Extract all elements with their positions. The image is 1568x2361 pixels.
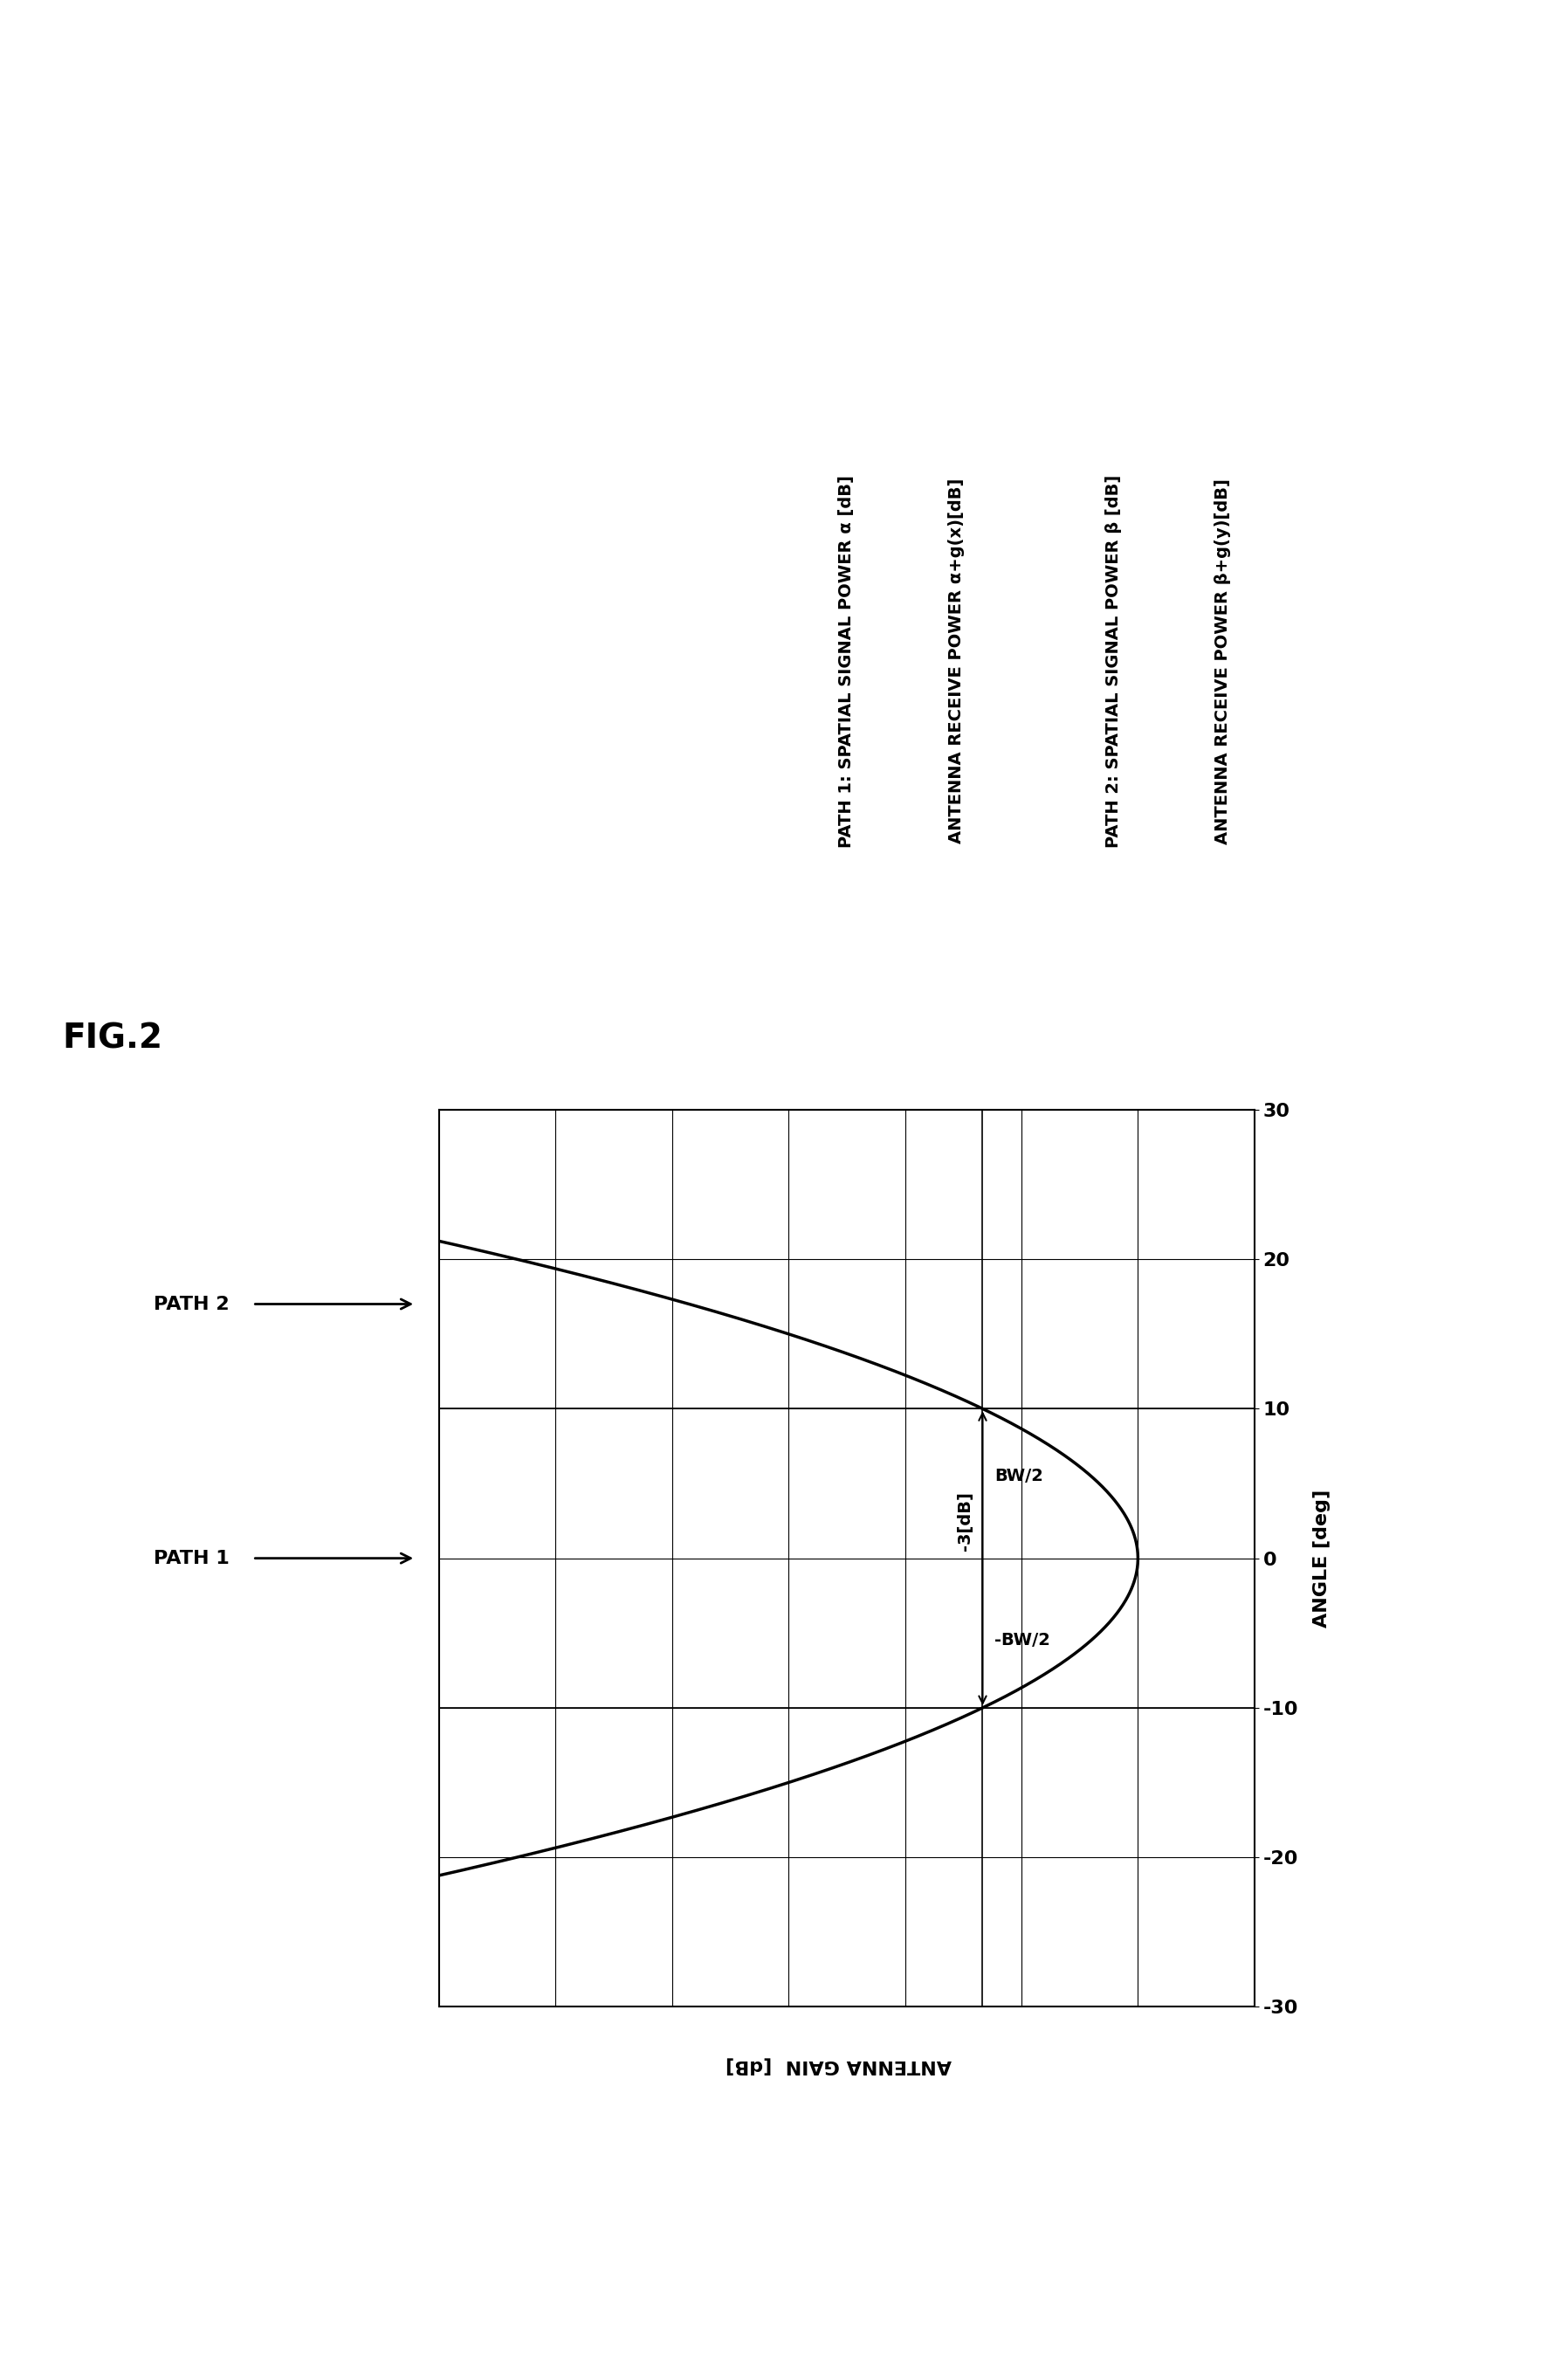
Text: ANTENNA RECEIVE POWER α+g(x)[dB]: ANTENNA RECEIVE POWER α+g(x)[dB] [949, 479, 964, 843]
Text: PATH 2: SPATIAL SIGNAL POWER β [dB]: PATH 2: SPATIAL SIGNAL POWER β [dB] [1105, 475, 1121, 848]
Text: PATH 1: SPATIAL SIGNAL POWER α [dB]: PATH 1: SPATIAL SIGNAL POWER α [dB] [839, 475, 855, 848]
Y-axis label: ANGLE [deg]: ANGLE [deg] [1312, 1490, 1330, 1627]
Text: ANTENNA RECEIVE POWER β+g(y)[dB]: ANTENNA RECEIVE POWER β+g(y)[dB] [1215, 479, 1231, 843]
Text: BW/2: BW/2 [994, 1469, 1043, 1485]
Text: FIG.2: FIG.2 [63, 1022, 163, 1055]
Text: ANTENNA GAIN  [dB]: ANTENNA GAIN [dB] [726, 2056, 952, 2075]
Text: PATH 1: PATH 1 [154, 1549, 229, 1568]
Text: -BW/2: -BW/2 [994, 1631, 1051, 1648]
Text: PATH 2: PATH 2 [154, 1296, 229, 1313]
Text: -3[dB]: -3[dB] [956, 1492, 974, 1551]
